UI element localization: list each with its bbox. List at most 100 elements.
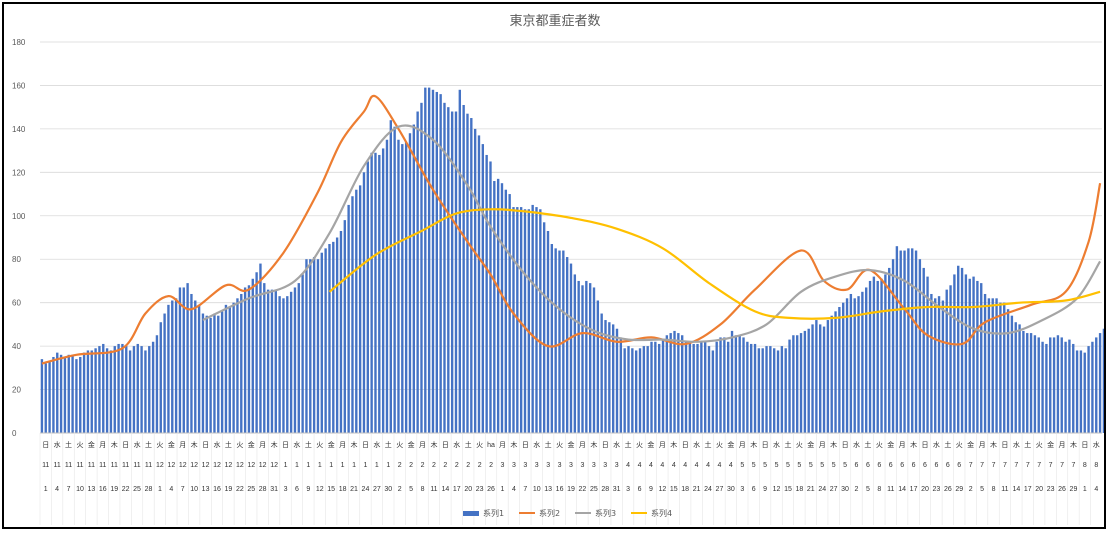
x-tick-day: 23 <box>476 486 484 493</box>
x-tick-weekday: 日 <box>202 441 209 449</box>
x-tick-day: 11 <box>887 486 894 493</box>
x-tick-day: 13 <box>202 486 210 493</box>
x-tick-month: 7 <box>1037 462 1041 469</box>
x-tick-month: 2 <box>478 462 482 469</box>
bar <box>734 335 738 433</box>
x-tick-month: 5 <box>786 462 790 469</box>
x-tick-month: 4 <box>706 462 710 469</box>
x-tick-day: 31 <box>613 486 621 493</box>
bar <box>569 263 573 433</box>
x-tick-weekday: 水 <box>453 440 460 449</box>
bar <box>86 350 90 433</box>
bar <box>243 287 247 433</box>
bar <box>512 207 515 433</box>
bar <box>868 280 872 433</box>
x-tick-day: 20 <box>1035 486 1043 493</box>
x-tick-weekday: 木 <box>670 440 677 449</box>
bar <box>44 363 47 433</box>
bar <box>926 276 929 433</box>
bar <box>657 343 661 433</box>
bar <box>362 172 366 434</box>
bar <box>182 287 185 433</box>
bar <box>205 315 208 433</box>
bar <box>1010 315 1014 433</box>
bar <box>197 304 201 433</box>
x-tick-month: 11 <box>42 462 49 469</box>
bar <box>481 144 485 433</box>
x-tick-day: 2 <box>969 486 973 493</box>
bar <box>251 278 254 433</box>
bar <box>117 343 120 433</box>
bar <box>489 161 492 433</box>
bar <box>109 350 113 433</box>
x-tick-day: 30 <box>727 486 735 493</box>
bar <box>163 313 166 433</box>
bar <box>888 267 891 433</box>
bar <box>332 241 335 433</box>
bar <box>328 244 331 433</box>
bar <box>194 300 197 433</box>
x-tick-weekday: 火 <box>476 441 483 449</box>
bar <box>462 104 465 433</box>
bar <box>953 274 956 433</box>
bar <box>278 296 281 433</box>
x-tick-month: 1 <box>284 462 288 469</box>
x-tick-day: 13 <box>544 486 552 493</box>
bar <box>274 289 277 433</box>
bar <box>1033 335 1037 433</box>
x-tick-day: 6 <box>752 486 756 493</box>
y-tick-label: 0 <box>12 429 17 438</box>
x-tick-weekday: 土 <box>145 440 152 449</box>
bar <box>366 161 369 433</box>
legend: 系列1 系列2 系列3 系列4 <box>463 508 672 518</box>
bar <box>819 324 822 433</box>
bar <box>796 335 799 433</box>
bar <box>673 330 676 433</box>
bar <box>803 330 807 433</box>
bar <box>773 348 776 433</box>
x-tick-weekday: 日 <box>522 441 529 449</box>
bar <box>980 283 983 433</box>
x-tick-month: 12 <box>202 462 210 469</box>
x-tick-day: 25 <box>247 486 255 493</box>
bar <box>853 298 856 433</box>
bar <box>94 348 97 433</box>
x-tick-month: 5 <box>820 462 824 469</box>
x-tick-month: 11 <box>145 462 152 469</box>
x-tick-day: 10 <box>76 486 84 493</box>
bar <box>224 304 228 433</box>
bar <box>75 359 78 433</box>
bar <box>634 350 638 433</box>
x-tick-weekday: 火 <box>316 441 323 449</box>
bar <box>351 196 354 433</box>
bar <box>542 222 546 433</box>
x-tick-weekday: 火 <box>156 441 163 449</box>
bar <box>404 141 408 433</box>
x-tick-day: 26 <box>487 486 495 493</box>
x-tick-month: 5 <box>832 462 836 469</box>
x-tick-weekday: 火 <box>236 441 243 449</box>
bar <box>588 283 592 433</box>
bar <box>270 289 274 433</box>
x-tick-day: 12 <box>773 486 781 493</box>
x-tick-day: 8 <box>992 486 996 493</box>
bar <box>458 89 462 434</box>
bar <box>79 356 82 433</box>
x-tick-month: 3 <box>512 462 516 469</box>
x-tick-weekday: 木 <box>590 440 597 449</box>
bar <box>684 341 688 433</box>
x-tick-weekday: 水 <box>134 440 141 449</box>
bar <box>1026 333 1029 433</box>
x-tick-day: 4 <box>1094 486 1098 493</box>
x-tick-month: 3 <box>546 462 550 469</box>
bar <box>1045 343 1048 433</box>
x-tick-month: 3 <box>558 462 562 469</box>
bar <box>596 300 600 433</box>
bar <box>450 111 454 433</box>
bar <box>631 348 634 433</box>
bar <box>857 296 860 433</box>
x-tick-month: 6 <box>855 462 859 469</box>
bar <box>535 207 538 433</box>
bar <box>830 315 833 433</box>
